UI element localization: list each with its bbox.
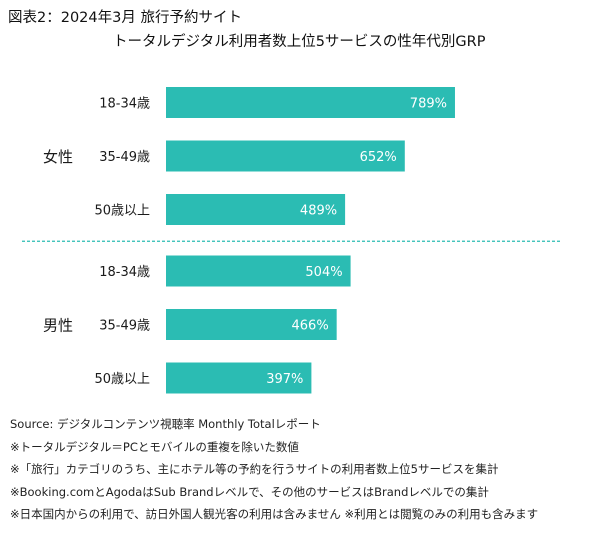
category-label: 50歳以上: [94, 372, 150, 387]
note-travel-category: ※「旅行」カテゴリのうち、主にホテル等の予約を行うサイトの利用者数上位5サービス…: [10, 462, 499, 476]
group-label-male: 男性: [43, 317, 73, 335]
bar-value-label: 504%: [305, 265, 342, 280]
note-source: Source: デジタルコンテンツ視聴率 Monthly Totalレポート: [10, 417, 321, 431]
group-label-female: 女性: [43, 148, 73, 166]
chart-title-line1: 図表2：2024年3月 旅行予約サイト: [8, 10, 242, 26]
note-domestic-usage: ※日本国内からの利用で、訪日外国人観光客の利用は含みません ※利用とは閲覧のみの…: [10, 507, 539, 521]
category-label: 18-34歳: [99, 265, 150, 280]
note-total-digital: ※トータルデジタル＝PCとモバイルの重複を除いた数値: [10, 439, 299, 454]
bar-female-2: [166, 140, 405, 172]
bar-male-1: [166, 255, 351, 287]
category-label: 18-34歳: [99, 97, 150, 112]
chart-title-line2: トータルデジタル利用者数上位5サービスの性年代別GRP: [113, 34, 486, 50]
grp-bar-chart: 789% 18-34歳 652% 35-49歳 489% 50歳以上 女性 504% 18-34…: [22, 87, 562, 394]
bar-female-1: [166, 87, 455, 118]
bar-value-label: 466%: [292, 319, 329, 334]
bar-value-label: 789%: [410, 97, 447, 112]
category-label: 50歳以上: [94, 204, 150, 219]
bar-value-label: 397%: [266, 372, 303, 387]
bar-value-label: 652%: [360, 150, 397, 165]
bar-value-label: 489%: [300, 204, 337, 219]
bar-female-3: [166, 194, 346, 225]
category-label: 35-49歳: [99, 150, 150, 165]
chart-notes: Source: デジタルコンテンツ視聴率 Monthly Totalレポート ※…: [10, 413, 538, 526]
bar-male-3: [166, 362, 312, 394]
note-brand-level: ※Booking.comとAgodaはSub Brandレベルで、その他のサービ…: [10, 484, 489, 499]
bar-male-2: [166, 309, 337, 340]
category-label: 35-49歳: [99, 319, 150, 334]
